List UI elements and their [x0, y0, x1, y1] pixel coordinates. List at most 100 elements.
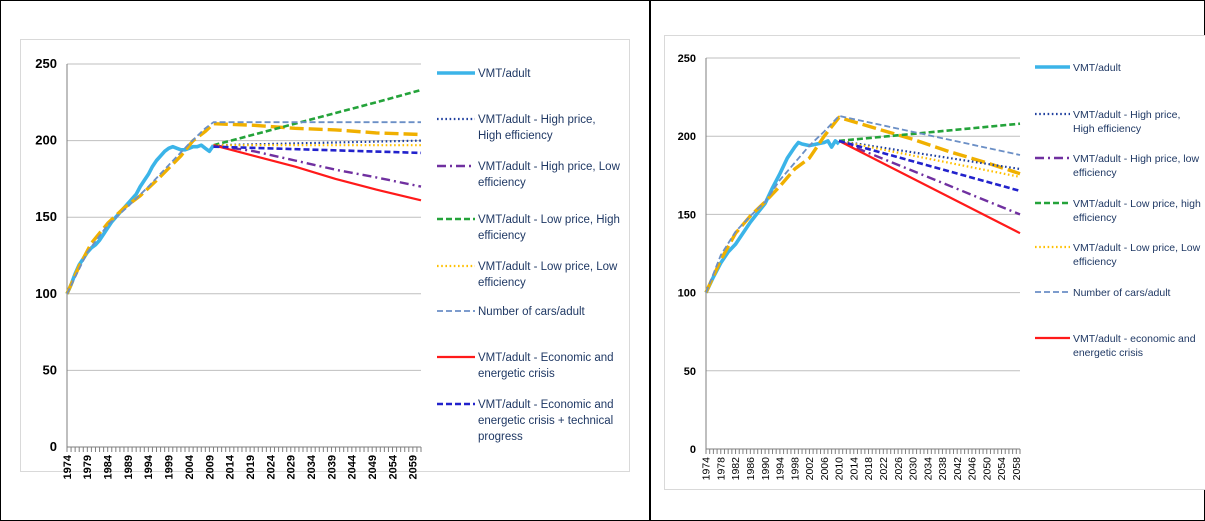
- legend-label-6: VMT/adult - Economic and: [478, 352, 614, 364]
- x-tick-label: 2038: [937, 457, 949, 481]
- legend-label-6: energetic crisis: [1073, 347, 1143, 359]
- legend-label-4: efficiency: [1073, 256, 1117, 268]
- x-tick-label: 2034: [306, 454, 318, 479]
- y-tick-label: 200: [678, 131, 696, 143]
- left-line-chart: 0 50 100 150 200 250 1974 1979 1984 1989 1994 1999 2…: [35, 56, 621, 479]
- series-line-8: [704, 115, 1021, 294]
- x-tick-label: 2014: [225, 454, 237, 479]
- series-line-2: [838, 139, 1021, 216]
- legend-label-0: VMT/adult: [478, 68, 531, 80]
- x-tick-label: 2054: [996, 457, 1008, 481]
- legend-label-6: energetic crisis: [478, 368, 555, 380]
- legend-label-4: VMT/adult - Low price, Low: [478, 261, 618, 273]
- series-line-4: [838, 139, 1021, 178]
- legend-label-2: efficiency: [1073, 167, 1117, 179]
- series-line-6: [838, 139, 1021, 235]
- x-tick-label: 1990: [760, 457, 772, 481]
- x-tick-label: 1984: [103, 454, 115, 479]
- x-tick-label: 2009: [204, 455, 216, 479]
- x-tick-label: 1982: [730, 457, 742, 481]
- x-tick-label: 2002: [804, 457, 816, 481]
- y-tick-label: 0: [50, 439, 57, 454]
- right-chart-frame: 0 50 100 150 200 250 1974 1978 1982 1986 1990 1994 1…: [664, 35, 1205, 490]
- series-line-0: [65, 143, 215, 295]
- x-tick-label: 1978: [715, 457, 727, 481]
- x-tick-label: 1994: [775, 457, 787, 481]
- series-line-1: [213, 139, 422, 147]
- x-tick-label: 2039: [326, 455, 338, 479]
- x-tick-label: 2010: [834, 457, 846, 481]
- series-line-5: [705, 115, 1021, 293]
- y-tick-label: 150: [678, 209, 696, 221]
- y-tick-label: 100: [678, 288, 696, 300]
- legend-label-4: efficiency: [478, 277, 526, 289]
- x-tick-label: 2006: [819, 457, 831, 481]
- x-tick-label: 2058: [1011, 457, 1023, 481]
- legend-label-3: VMT/adult - Low price, high: [1073, 198, 1201, 210]
- x-tick-label: 2029: [286, 455, 298, 479]
- y-tick-label: 150: [35, 209, 57, 224]
- x-tick-label: 2022: [878, 457, 890, 481]
- x-tick-label: 2034: [922, 457, 934, 481]
- x-tick-label: 1974: [62, 454, 74, 479]
- legend-label-3: efficiency: [1073, 212, 1117, 224]
- series-line-1: [838, 139, 1021, 171]
- x-tick-label: 2004: [184, 454, 196, 479]
- x-tick-label: 2024: [265, 454, 277, 479]
- legend-label-7: VMT/adult - Economic and: [478, 399, 614, 411]
- series-line-3: [838, 122, 1021, 143]
- series-line-7: [213, 145, 422, 155]
- x-tick-label: 1994: [143, 454, 155, 479]
- right-line-chart: 0 50 100 150 200 250 1974 1978 1982 1986 1990 1994 1…: [678, 53, 1201, 481]
- left-chart-frame: 0 50 100 150 200 250 1974 1979 1984 1989 1994 1999 2…: [20, 39, 630, 479]
- legend-label-5: Number of cars/adult: [478, 306, 586, 318]
- legend-label-1: VMT/adult - High price,: [478, 114, 596, 126]
- legend-label-1: VMT/adult - High price,: [1073, 109, 1180, 121]
- y-tick-label: 250: [35, 56, 57, 71]
- legend-label-4: VMT/adult - Low price, Low: [1073, 242, 1201, 254]
- legend-label-3: VMT/adult - Low price, High: [478, 214, 620, 226]
- x-tick-label: 2049: [367, 455, 379, 479]
- series-line-5: [66, 121, 421, 295]
- x-tick-label: 1986: [745, 457, 757, 481]
- right-panel: 0 50 100 150 200 250 1974 1978 1982 1986 1990 1994 1…: [649, 0, 1205, 521]
- x-tick-label: 2059: [408, 455, 420, 479]
- x-tick-label: 1998: [789, 457, 801, 481]
- x-tick-label: 2044: [347, 454, 359, 479]
- legend-label-7: progress: [478, 431, 523, 443]
- legend-label-1: High efficiency: [1073, 123, 1142, 135]
- x-tick-label: 2026: [893, 457, 905, 481]
- x-tick-label: 2046: [967, 457, 979, 481]
- x-tick-label: 1989: [123, 455, 135, 479]
- x-tick-label: 1974: [701, 457, 713, 481]
- legend-label-2: efficiency: [478, 177, 526, 189]
- y-tick-label: 100: [35, 286, 57, 301]
- y-tick-label: 0: [690, 444, 696, 456]
- x-tick-label: 1999: [164, 455, 176, 479]
- x-tick-label: 2019: [245, 455, 257, 479]
- x-tick-label: 2054: [387, 454, 399, 479]
- series-line-6: [213, 144, 422, 202]
- y-tick-label: 200: [35, 133, 57, 148]
- series-line-2: [213, 144, 422, 188]
- x-tick-label: 2042: [952, 457, 964, 481]
- series-line-7: [838, 139, 1021, 193]
- series-line-8: [65, 122, 422, 295]
- legend-label-1: High efficiency: [478, 130, 553, 142]
- legend-label-2: VMT/adult - High price, low: [1073, 153, 1199, 165]
- x-tick-label: 2014: [848, 457, 860, 481]
- series-line-0: [704, 139, 841, 294]
- x-tick-label: 2050: [981, 457, 993, 481]
- series-line-3: [213, 88, 422, 147]
- left-panel: 0 50 100 150 200 250 1974 1979 1984 1989 1994 1999 2…: [0, 0, 650, 521]
- legend-label-7: energetic crisis + technical: [478, 415, 613, 427]
- y-tick-label: 50: [43, 362, 57, 377]
- y-tick-label: 50: [684, 366, 696, 378]
- legend-label-5: Number of cars/adult: [1073, 287, 1171, 299]
- x-tick-label: 2018: [863, 457, 875, 481]
- x-tick-label: 1979: [82, 455, 94, 479]
- legend-label-6: VMT/adult - economic and: [1073, 333, 1196, 345]
- x-tick-label: 2030: [908, 457, 920, 481]
- y-tick-label: 250: [678, 53, 696, 65]
- legend-label-2: VMT/adult - High price, Low: [478, 161, 621, 173]
